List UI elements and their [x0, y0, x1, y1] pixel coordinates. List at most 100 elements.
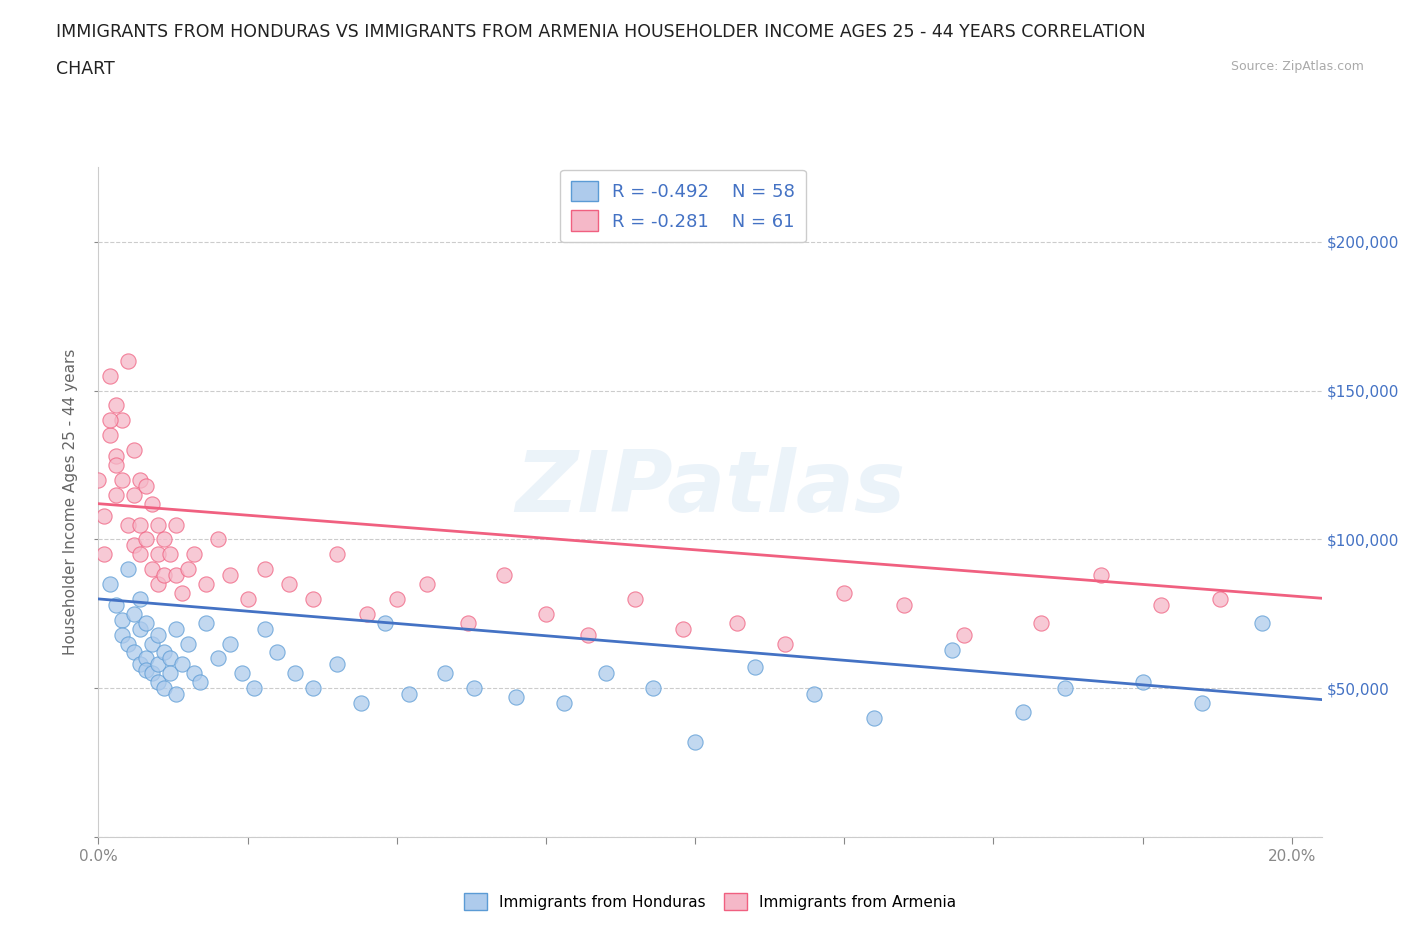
- Point: [194, 616, 217, 631]
- Point: [98, 413, 121, 428]
- Point: [254, 621, 277, 636]
- Point: [1209, 591, 1232, 606]
- Point: [105, 487, 128, 502]
- Text: IMMIGRANTS FROM HONDURAS VS IMMIGRANTS FROM ARMENIA HOUSEHOLDER INCOME AGES 25 -: IMMIGRANTS FROM HONDURAS VS IMMIGRANTS F…: [56, 23, 1146, 41]
- Point: [170, 657, 193, 671]
- Point: [576, 627, 599, 642]
- Point: [803, 686, 825, 701]
- Point: [374, 616, 396, 631]
- Point: [326, 657, 349, 671]
- Point: [87, 472, 110, 487]
- Point: [177, 636, 200, 651]
- Point: [284, 666, 307, 681]
- Point: [266, 645, 288, 660]
- Point: [505, 690, 527, 705]
- Point: [832, 586, 855, 601]
- Point: [153, 645, 176, 660]
- Point: [111, 413, 134, 428]
- Text: Source: ZipAtlas.com: Source: ZipAtlas.com: [1230, 60, 1364, 73]
- Point: [744, 660, 766, 675]
- Point: [165, 567, 187, 582]
- Point: [1191, 696, 1213, 711]
- Point: [433, 666, 456, 681]
- Point: [98, 428, 121, 443]
- Point: [129, 591, 152, 606]
- Point: [534, 606, 557, 621]
- Point: [146, 627, 169, 642]
- Point: [683, 735, 706, 750]
- Point: [350, 696, 373, 711]
- Point: [398, 686, 420, 701]
- Point: [129, 517, 152, 532]
- Point: [135, 478, 157, 493]
- Point: [231, 666, 253, 681]
- Point: [385, 591, 408, 606]
- Point: [111, 627, 134, 642]
- Point: [159, 666, 181, 681]
- Point: [105, 398, 128, 413]
- Point: [177, 562, 200, 577]
- Point: [672, 621, 695, 636]
- Point: [236, 591, 259, 606]
- Point: [207, 651, 229, 666]
- Point: [111, 612, 134, 627]
- Point: [1251, 616, 1274, 631]
- Point: [326, 547, 349, 562]
- Point: [595, 666, 617, 681]
- Point: [122, 443, 145, 458]
- Point: [141, 666, 163, 681]
- Point: [893, 597, 915, 612]
- Point: [188, 675, 211, 690]
- Point: [952, 627, 974, 642]
- Text: CHART: CHART: [56, 60, 115, 78]
- Point: [1149, 597, 1171, 612]
- Point: [159, 547, 181, 562]
- Point: [93, 547, 115, 562]
- Point: [146, 547, 169, 562]
- Point: [117, 636, 139, 651]
- Point: [218, 636, 240, 651]
- Point: [165, 686, 187, 701]
- Legend: Immigrants from Honduras, Immigrants from Armenia: Immigrants from Honduras, Immigrants fro…: [458, 886, 962, 916]
- Point: [146, 577, 169, 591]
- Point: [183, 547, 205, 562]
- Point: [194, 577, 217, 591]
- Point: [1054, 681, 1077, 696]
- Point: [278, 577, 301, 591]
- Point: [1012, 705, 1035, 720]
- Point: [129, 472, 152, 487]
- Point: [1090, 567, 1112, 582]
- Point: [122, 487, 145, 502]
- Point: [141, 636, 163, 651]
- Point: [122, 645, 145, 660]
- Point: [941, 642, 963, 657]
- Point: [111, 472, 134, 487]
- Point: [457, 616, 479, 631]
- Point: [93, 508, 115, 523]
- Point: [153, 532, 176, 547]
- Point: [146, 675, 169, 690]
- Point: [129, 547, 152, 562]
- Point: [141, 497, 163, 512]
- Point: [135, 663, 157, 678]
- Point: [117, 562, 139, 577]
- Point: [863, 711, 886, 725]
- Point: [302, 591, 325, 606]
- Point: [117, 353, 139, 368]
- Point: [135, 532, 157, 547]
- Point: [494, 567, 516, 582]
- Point: [165, 621, 187, 636]
- Point: [242, 681, 264, 696]
- Point: [624, 591, 647, 606]
- Point: [135, 616, 157, 631]
- Point: [356, 606, 378, 621]
- Point: [153, 567, 176, 582]
- Point: [725, 616, 748, 631]
- Text: ZIPatlas: ZIPatlas: [515, 447, 905, 530]
- Point: [98, 368, 121, 383]
- Point: [105, 458, 128, 472]
- Point: [463, 681, 485, 696]
- Point: [1031, 616, 1053, 631]
- Point: [141, 562, 163, 577]
- Point: [183, 666, 205, 681]
